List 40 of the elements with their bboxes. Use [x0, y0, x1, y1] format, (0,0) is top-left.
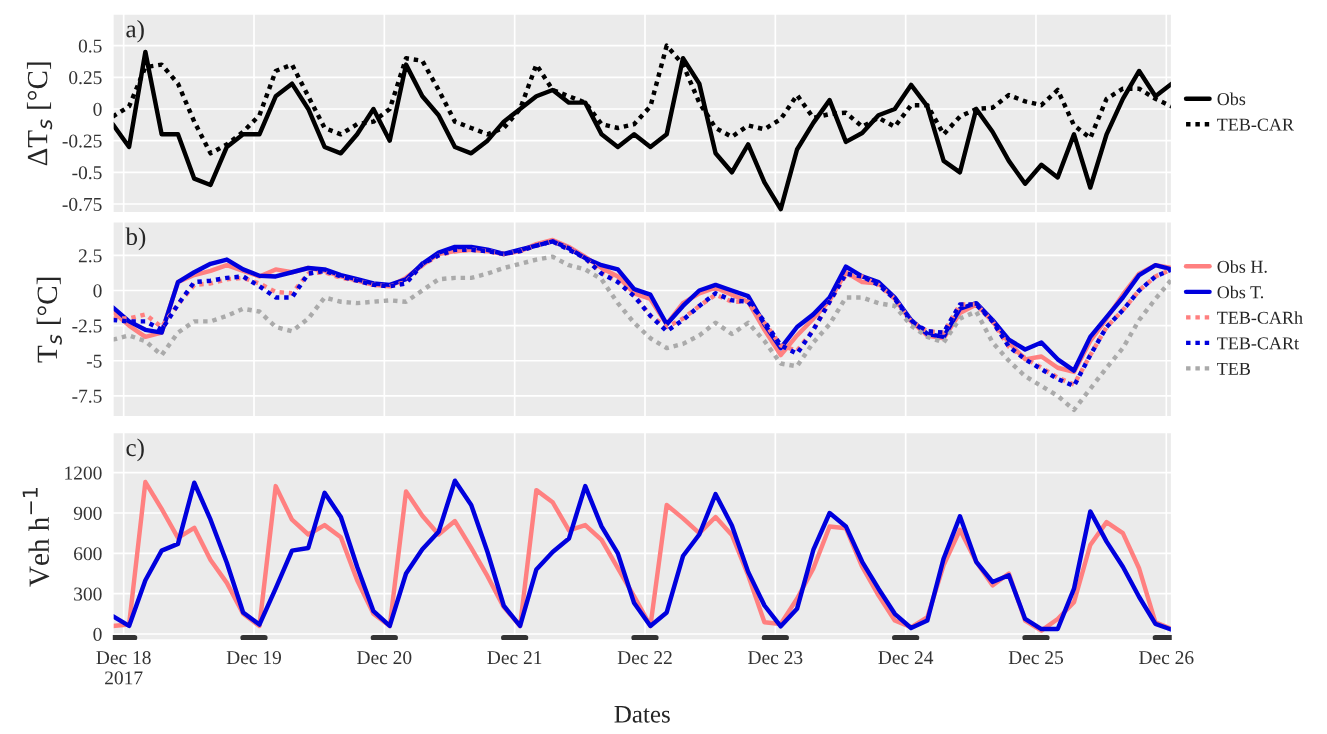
y-tick-label: -0.5 [72, 166, 102, 180]
y-tick-label: 0 [93, 284, 102, 298]
annotation: a) [126, 19, 144, 43]
y-tick-label: 0 [93, 627, 102, 641]
legend-label: Obs [1217, 92, 1246, 106]
legend-label: TEB-CARt [1217, 337, 1299, 350]
y-tick-label: -2.5 [72, 319, 102, 333]
x-tick-label: Dec 22 [617, 651, 672, 665]
y-tick-label: 300 [74, 587, 102, 601]
y-axis-title: T$_{s}$ [°C] [36, 277, 62, 363]
y-tick-label: 600 [74, 547, 102, 561]
x-tick-label: Dec 18 2017 [96, 651, 151, 685]
y-axis-title: ΔT$_{s}$ [°C] [26, 62, 53, 166]
y-tick-label: -7.5 [72, 389, 102, 403]
x-tick-label: Dec 24 [878, 651, 934, 665]
annotation: b) [125, 227, 146, 251]
y-tick-label: 900 [73, 506, 102, 520]
legend-label: TEB-CAR [1217, 118, 1294, 131]
x-axis-title: Dates [614, 706, 670, 723]
y-tick-label: -5 [86, 354, 102, 368]
legend-label: TEB [1217, 362, 1250, 375]
y-tick-label: 0.5 [78, 39, 102, 53]
y-axis-title: Veh h$^{−1}$ [22, 488, 50, 587]
y-tick-label: 2.5 [78, 249, 102, 263]
y-tick-label: -0.75 [62, 197, 102, 212]
x-tick-label: Dec 21 [487, 651, 542, 665]
x-tick-label: Dec 23 [748, 651, 803, 665]
legend-label: Obs T. [1217, 285, 1264, 299]
x-tick-label: Dec 25 [1008, 651, 1064, 665]
y-tick-label: 0 [93, 102, 102, 116]
legend-label: TEB-CARh [1217, 311, 1303, 324]
y-tick-label: 1200 [65, 466, 102, 480]
annotation: c) [126, 438, 144, 462]
line-series [112, 254, 1172, 413]
x-tick-label: Dec 19 [226, 651, 281, 665]
y-tick-label: 0.25 [69, 71, 102, 85]
y-tick-label: -0.25 [62, 134, 102, 148]
x-tick-label: Dec 26 [1139, 651, 1194, 665]
legend-label: Obs H. [1217, 260, 1267, 273]
x-tick-label: Dec 20 [357, 651, 412, 665]
